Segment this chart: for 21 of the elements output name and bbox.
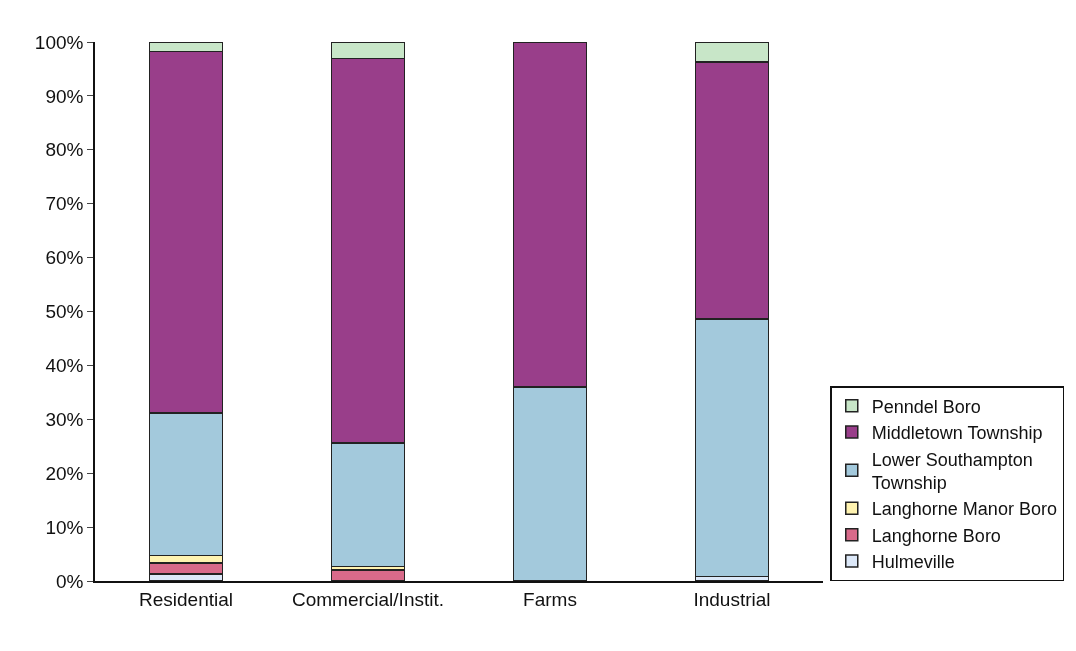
y-tick-label: 90% bbox=[45, 85, 84, 107]
x-tick-label: Residential bbox=[139, 588, 233, 610]
y-tick-label: 100% bbox=[34, 31, 84, 53]
x-tick-label: Commercial/Instit. bbox=[291, 588, 445, 610]
y-tick-label: 40% bbox=[45, 355, 84, 377]
legend-label: Penndel Boro bbox=[871, 396, 981, 417]
y-tick-label: 70% bbox=[45, 193, 84, 215]
legend-label: Hulmeville bbox=[871, 552, 955, 573]
y-tick-label: 10% bbox=[45, 516, 84, 538]
legend-label: Middletown Township bbox=[871, 423, 1043, 444]
y-tick-label: 0% bbox=[55, 570, 84, 592]
legend-label: Langhorne Boro bbox=[871, 525, 1001, 546]
legend-label: Lower Southampton Township bbox=[871, 449, 1033, 493]
x-tick-label: Industrial bbox=[693, 588, 771, 610]
x-tick-label: Farms bbox=[523, 588, 577, 610]
y-tick-label: 80% bbox=[45, 139, 84, 161]
y-tick-label: 60% bbox=[45, 247, 84, 269]
legend-label: Langhorne Manor Boro bbox=[871, 499, 1057, 520]
y-tick-label: 50% bbox=[45, 301, 84, 323]
y-tick-label: 30% bbox=[45, 408, 84, 430]
y-tick-label: 20% bbox=[45, 462, 84, 484]
